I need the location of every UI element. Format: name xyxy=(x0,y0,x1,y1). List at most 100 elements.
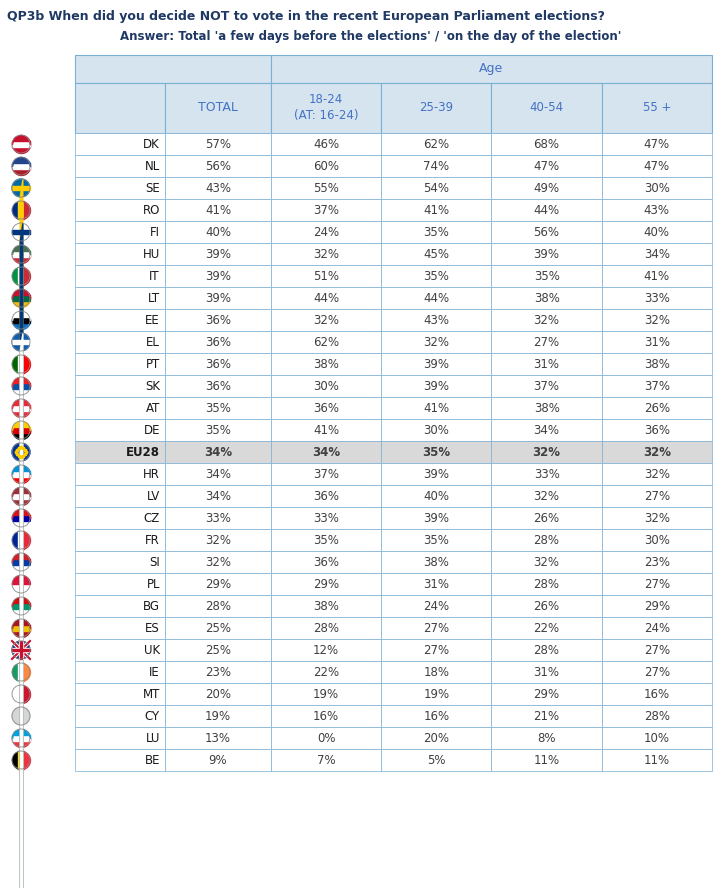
Bar xyxy=(165,83,271,133)
Bar xyxy=(165,617,271,639)
Bar xyxy=(492,265,602,287)
Bar xyxy=(492,133,602,155)
Bar xyxy=(165,199,271,221)
Text: CY: CY xyxy=(145,710,160,723)
Text: 25%: 25% xyxy=(205,644,231,656)
Bar xyxy=(602,199,712,221)
Bar xyxy=(381,309,492,331)
Bar xyxy=(75,749,165,771)
Text: 36%: 36% xyxy=(313,489,339,503)
Text: 34%: 34% xyxy=(644,248,670,260)
Text: 18-24
(AT: 16-24): 18-24 (AT: 16-24) xyxy=(294,93,358,123)
Bar xyxy=(492,617,602,639)
Bar xyxy=(165,375,271,397)
Bar xyxy=(602,463,712,485)
Text: 38%: 38% xyxy=(313,599,339,613)
Text: 28%: 28% xyxy=(534,577,560,591)
Text: BE: BE xyxy=(144,754,160,766)
Text: 30%: 30% xyxy=(423,424,450,437)
Bar xyxy=(492,727,602,749)
Text: 32%: 32% xyxy=(644,313,670,327)
Bar xyxy=(165,529,271,551)
Text: MT: MT xyxy=(143,687,160,701)
Text: 32%: 32% xyxy=(205,556,231,568)
Text: 34%: 34% xyxy=(312,446,340,458)
Text: 44%: 44% xyxy=(313,291,339,305)
Text: 35%: 35% xyxy=(205,401,231,415)
Bar xyxy=(492,243,602,265)
Text: QP3b When did you decide NOT to vote in the recent European Parliament elections: QP3b When did you decide NOT to vote in … xyxy=(7,10,605,23)
Text: 62%: 62% xyxy=(423,138,450,150)
Text: 32%: 32% xyxy=(423,336,450,348)
Text: 30%: 30% xyxy=(644,534,670,546)
Bar xyxy=(75,309,165,331)
Text: 13%: 13% xyxy=(205,732,231,744)
Bar xyxy=(602,419,712,441)
Text: 9%: 9% xyxy=(209,754,228,766)
Text: 40%: 40% xyxy=(423,489,450,503)
Bar xyxy=(165,287,271,309)
Bar xyxy=(381,331,492,353)
Bar xyxy=(492,705,602,727)
Text: 25%: 25% xyxy=(205,622,231,635)
Bar xyxy=(165,705,271,727)
Text: 28%: 28% xyxy=(534,644,560,656)
Text: 36%: 36% xyxy=(205,379,231,392)
Text: 47%: 47% xyxy=(534,160,560,172)
Bar xyxy=(75,463,165,485)
Text: 55 +: 55 + xyxy=(642,101,671,115)
Text: 31%: 31% xyxy=(644,336,670,348)
Text: 55%: 55% xyxy=(313,181,339,194)
Bar xyxy=(381,573,492,595)
Bar xyxy=(381,639,492,661)
Text: 27%: 27% xyxy=(644,644,670,656)
Bar xyxy=(271,243,381,265)
Bar xyxy=(492,661,602,683)
Text: 38%: 38% xyxy=(644,358,670,370)
Bar xyxy=(602,573,712,595)
Bar xyxy=(75,727,165,749)
Bar xyxy=(381,595,492,617)
Bar xyxy=(381,353,492,375)
Bar xyxy=(492,287,602,309)
Text: 16%: 16% xyxy=(644,687,670,701)
Text: 27%: 27% xyxy=(534,336,560,348)
Text: 29%: 29% xyxy=(205,577,231,591)
Bar xyxy=(165,595,271,617)
Bar xyxy=(492,507,602,529)
Text: SI: SI xyxy=(149,556,160,568)
Text: 24%: 24% xyxy=(313,226,339,239)
Text: 33%: 33% xyxy=(534,467,560,480)
Text: IT: IT xyxy=(149,269,160,282)
Bar xyxy=(602,287,712,309)
Bar xyxy=(381,683,492,705)
Text: 28%: 28% xyxy=(205,599,231,613)
Text: 47%: 47% xyxy=(644,138,670,150)
Text: 25-39: 25-39 xyxy=(419,101,453,115)
Bar xyxy=(271,463,381,485)
Bar xyxy=(165,485,271,507)
Bar xyxy=(492,683,602,705)
Bar xyxy=(492,221,602,243)
Text: SE: SE xyxy=(145,181,160,194)
Bar xyxy=(271,55,712,83)
Text: 56%: 56% xyxy=(534,226,560,239)
Text: HR: HR xyxy=(143,467,160,480)
Bar xyxy=(75,375,165,397)
Text: 39%: 39% xyxy=(205,248,231,260)
Bar xyxy=(75,199,165,221)
Text: 39%: 39% xyxy=(423,379,450,392)
Text: 26%: 26% xyxy=(534,511,560,525)
Bar xyxy=(75,661,165,683)
Text: 30%: 30% xyxy=(644,181,670,194)
Text: 47%: 47% xyxy=(644,160,670,172)
Circle shape xyxy=(12,179,30,197)
Text: 44%: 44% xyxy=(423,291,450,305)
Bar xyxy=(271,485,381,507)
Bar xyxy=(602,639,712,661)
Bar xyxy=(602,397,712,419)
Bar xyxy=(602,507,712,529)
Bar xyxy=(271,683,381,705)
Bar xyxy=(602,353,712,375)
Bar xyxy=(165,551,271,573)
